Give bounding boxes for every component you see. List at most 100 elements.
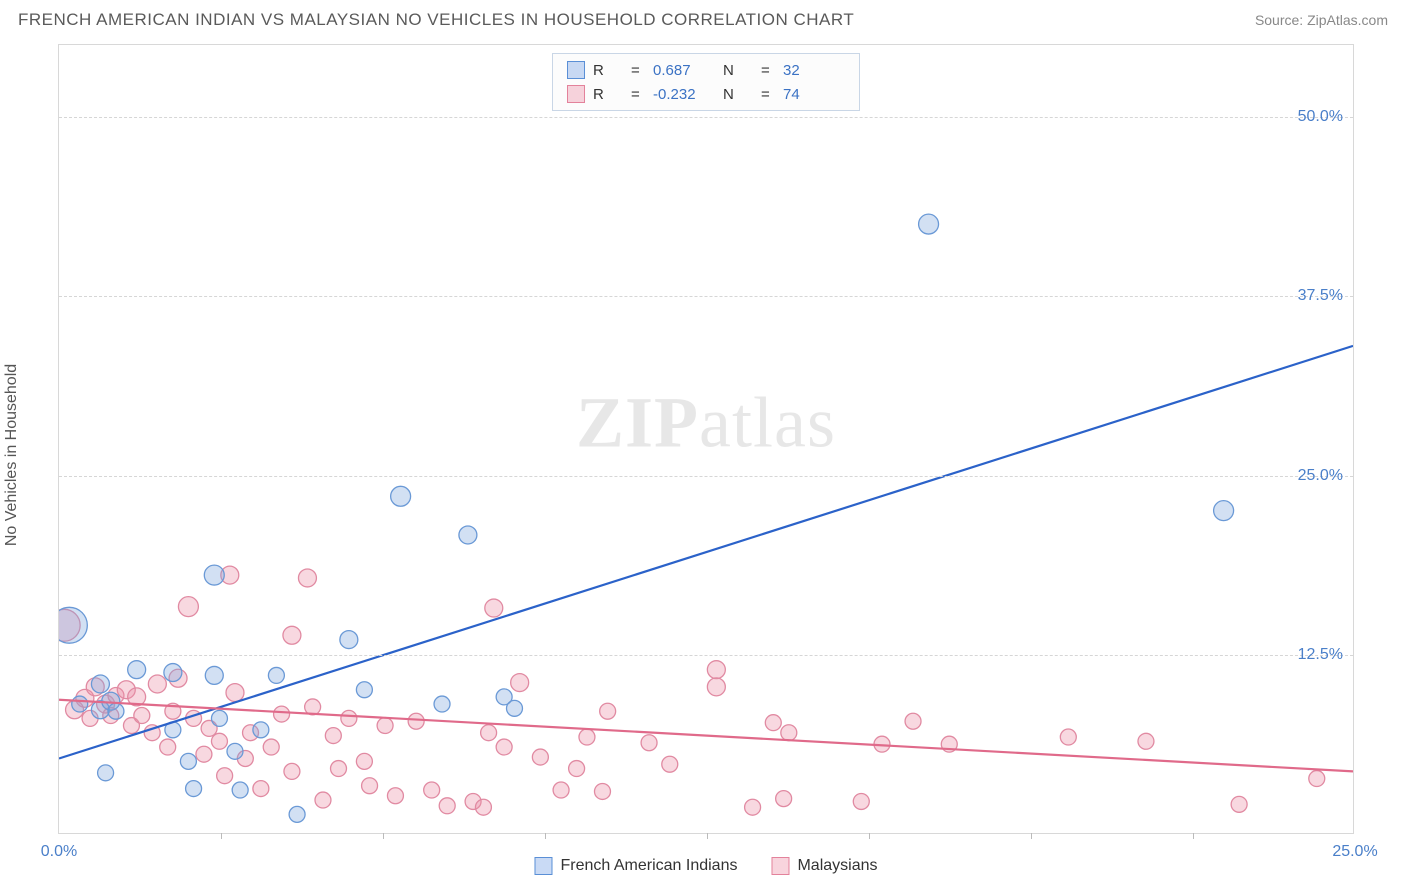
data-point-pink <box>325 728 341 744</box>
x-tick <box>383 833 384 839</box>
data-point-pink <box>341 710 357 726</box>
data-point-blue <box>180 753 196 769</box>
x-tick <box>1193 833 1194 839</box>
swatch-blue <box>534 857 552 875</box>
gridline <box>59 117 1353 118</box>
data-point-pink <box>707 661 725 679</box>
data-point-pink <box>496 739 512 755</box>
data-point-pink <box>475 799 491 815</box>
data-point-blue <box>91 675 109 693</box>
data-point-pink <box>424 782 440 798</box>
data-point-blue <box>108 703 124 719</box>
data-point-pink <box>569 761 585 777</box>
gridline <box>59 655 1353 656</box>
data-point-pink <box>362 778 378 794</box>
swatch-blue <box>567 61 585 79</box>
data-point-pink <box>745 799 761 815</box>
y-tick-label: 50.0% <box>1298 108 1343 126</box>
data-point-pink <box>217 768 233 784</box>
swatch-pink <box>567 85 585 103</box>
data-point-blue <box>340 631 358 649</box>
data-point-pink <box>298 569 316 587</box>
data-point-blue <box>1214 501 1234 521</box>
data-point-blue <box>507 700 523 716</box>
gridline <box>59 476 1353 477</box>
legend-item-blue: French American Indians <box>534 857 737 875</box>
data-point-blue <box>459 526 477 544</box>
data-point-blue <box>211 710 227 726</box>
data-point-blue <box>98 765 114 781</box>
data-point-blue <box>434 696 450 712</box>
data-point-pink <box>553 782 569 798</box>
data-point-blue <box>268 667 284 683</box>
data-point-pink <box>377 718 393 734</box>
data-point-pink <box>532 749 548 765</box>
data-point-blue <box>164 664 182 682</box>
data-point-pink <box>481 725 497 741</box>
data-point-blue <box>232 782 248 798</box>
data-point-pink <box>226 684 244 702</box>
legend-row-blue: R = 0.687 N = 32 <box>567 58 845 82</box>
x-tick-label: 0.0% <box>41 843 77 861</box>
data-point-pink <box>776 791 792 807</box>
y-axis-label: No Vehicles in Household <box>3 364 21 546</box>
data-point-pink <box>1309 771 1325 787</box>
data-point-pink <box>160 739 176 755</box>
data-point-pink <box>408 713 424 729</box>
data-point-pink <box>1231 796 1247 812</box>
data-point-blue <box>72 696 88 712</box>
legend-row-pink: R = -0.232 N = 74 <box>567 82 845 106</box>
data-point-pink <box>600 703 616 719</box>
data-point-blue <box>253 722 269 738</box>
data-point-pink <box>196 746 212 762</box>
data-point-pink <box>211 733 227 749</box>
data-point-blue <box>356 682 372 698</box>
source-credit: Source: ZipAtlas.com <box>1255 12 1388 28</box>
y-tick-label: 25.0% <box>1298 467 1343 485</box>
y-tick-label: 12.5% <box>1298 646 1343 664</box>
scatter-plot <box>59 45 1353 833</box>
data-point-pink <box>707 678 725 696</box>
data-point-pink <box>853 794 869 810</box>
data-point-pink <box>253 781 269 797</box>
swatch-pink <box>771 857 789 875</box>
data-point-pink <box>781 725 797 741</box>
data-point-blue <box>919 214 939 234</box>
data-point-pink <box>662 756 678 772</box>
x-tick <box>1031 833 1032 839</box>
data-point-blue <box>186 781 202 797</box>
data-point-blue <box>227 743 243 759</box>
data-point-pink <box>439 798 455 814</box>
data-point-pink <box>356 753 372 769</box>
chart-title: FRENCH AMERICAN INDIAN VS MALAYSIAN NO V… <box>18 10 854 30</box>
data-point-pink <box>1060 729 1076 745</box>
data-point-pink <box>284 763 300 779</box>
data-point-pink <box>387 788 403 804</box>
data-point-pink <box>148 675 166 693</box>
data-point-pink <box>283 626 301 644</box>
data-point-pink <box>485 599 503 617</box>
series-legend: French American Indians Malaysians <box>534 857 877 875</box>
data-point-pink <box>905 713 921 729</box>
chart-area: ZIPatlas R = 0.687 N = 32 R = -0.232 N =… <box>58 44 1354 834</box>
legend-item-pink: Malaysians <box>771 857 877 875</box>
x-tick <box>707 833 708 839</box>
x-tick <box>545 833 546 839</box>
data-point-pink <box>641 735 657 751</box>
x-tick-label: 25.0% <box>1332 843 1377 861</box>
y-tick-label: 37.5% <box>1298 287 1343 305</box>
trend-line-blue <box>59 346 1353 759</box>
data-point-blue <box>289 806 305 822</box>
data-point-blue <box>59 607 87 643</box>
x-tick <box>869 833 870 839</box>
x-tick <box>221 833 222 839</box>
data-point-pink <box>511 674 529 692</box>
data-point-pink <box>178 597 198 617</box>
data-point-blue <box>205 666 223 684</box>
data-point-pink <box>594 783 610 799</box>
data-point-pink <box>263 739 279 755</box>
data-point-pink <box>331 761 347 777</box>
correlation-legend: R = 0.687 N = 32 R = -0.232 N = 74 <box>552 53 860 111</box>
data-point-pink <box>1138 733 1154 749</box>
data-point-pink <box>274 706 290 722</box>
